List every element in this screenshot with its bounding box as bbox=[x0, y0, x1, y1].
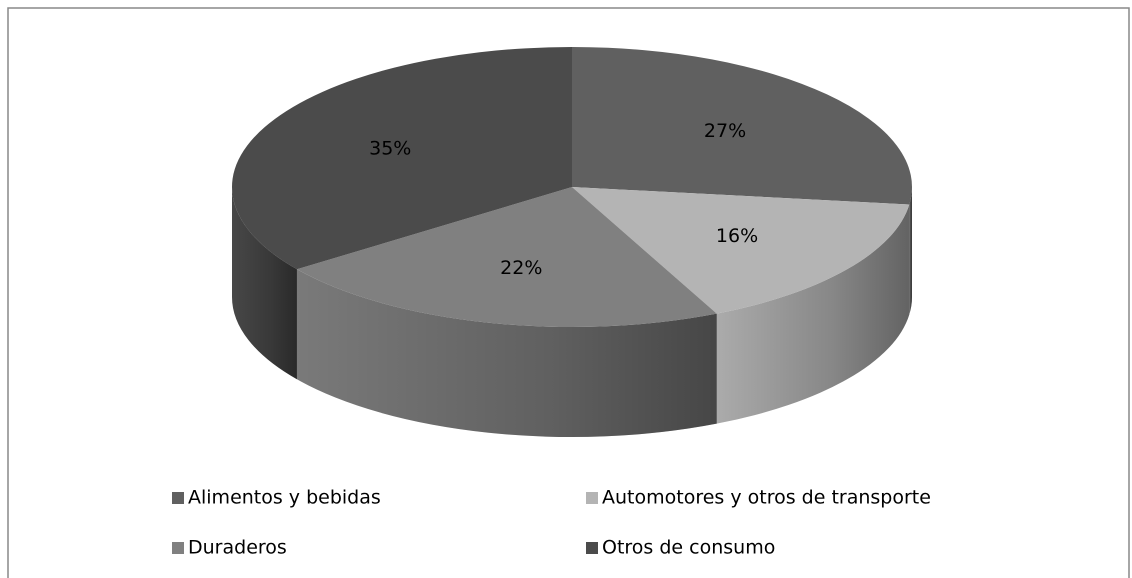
legend-label: Alimentos y bebidas bbox=[188, 487, 381, 509]
pie: 27% 16% 22% 35% bbox=[232, 47, 912, 437]
data-label: 22% bbox=[500, 257, 542, 279]
legend-swatch bbox=[586, 492, 598, 504]
slice-side-shade bbox=[232, 187, 297, 380]
legend-swatch bbox=[586, 542, 598, 554]
legend-swatch bbox=[172, 542, 184, 554]
legend-label: Duraderos bbox=[188, 537, 287, 559]
legend-label: Automotores y otros de transporte bbox=[602, 487, 931, 509]
data-label: 27% bbox=[704, 120, 746, 142]
data-label: 16% bbox=[716, 225, 758, 247]
slice bbox=[572, 187, 910, 314]
slice bbox=[296, 187, 717, 327]
slice-side-shade bbox=[716, 204, 910, 424]
data-label: 35% bbox=[369, 137, 411, 159]
legend-label: Otros de consumo bbox=[602, 537, 775, 559]
slice bbox=[232, 47, 572, 270]
slice bbox=[572, 47, 912, 205]
slice-side-shade bbox=[296, 269, 717, 437]
slice-side-shade bbox=[909, 187, 912, 315]
legend: Alimentos y bebidas Automotores y otros d… bbox=[172, 487, 931, 559]
legend-swatch bbox=[172, 492, 184, 504]
